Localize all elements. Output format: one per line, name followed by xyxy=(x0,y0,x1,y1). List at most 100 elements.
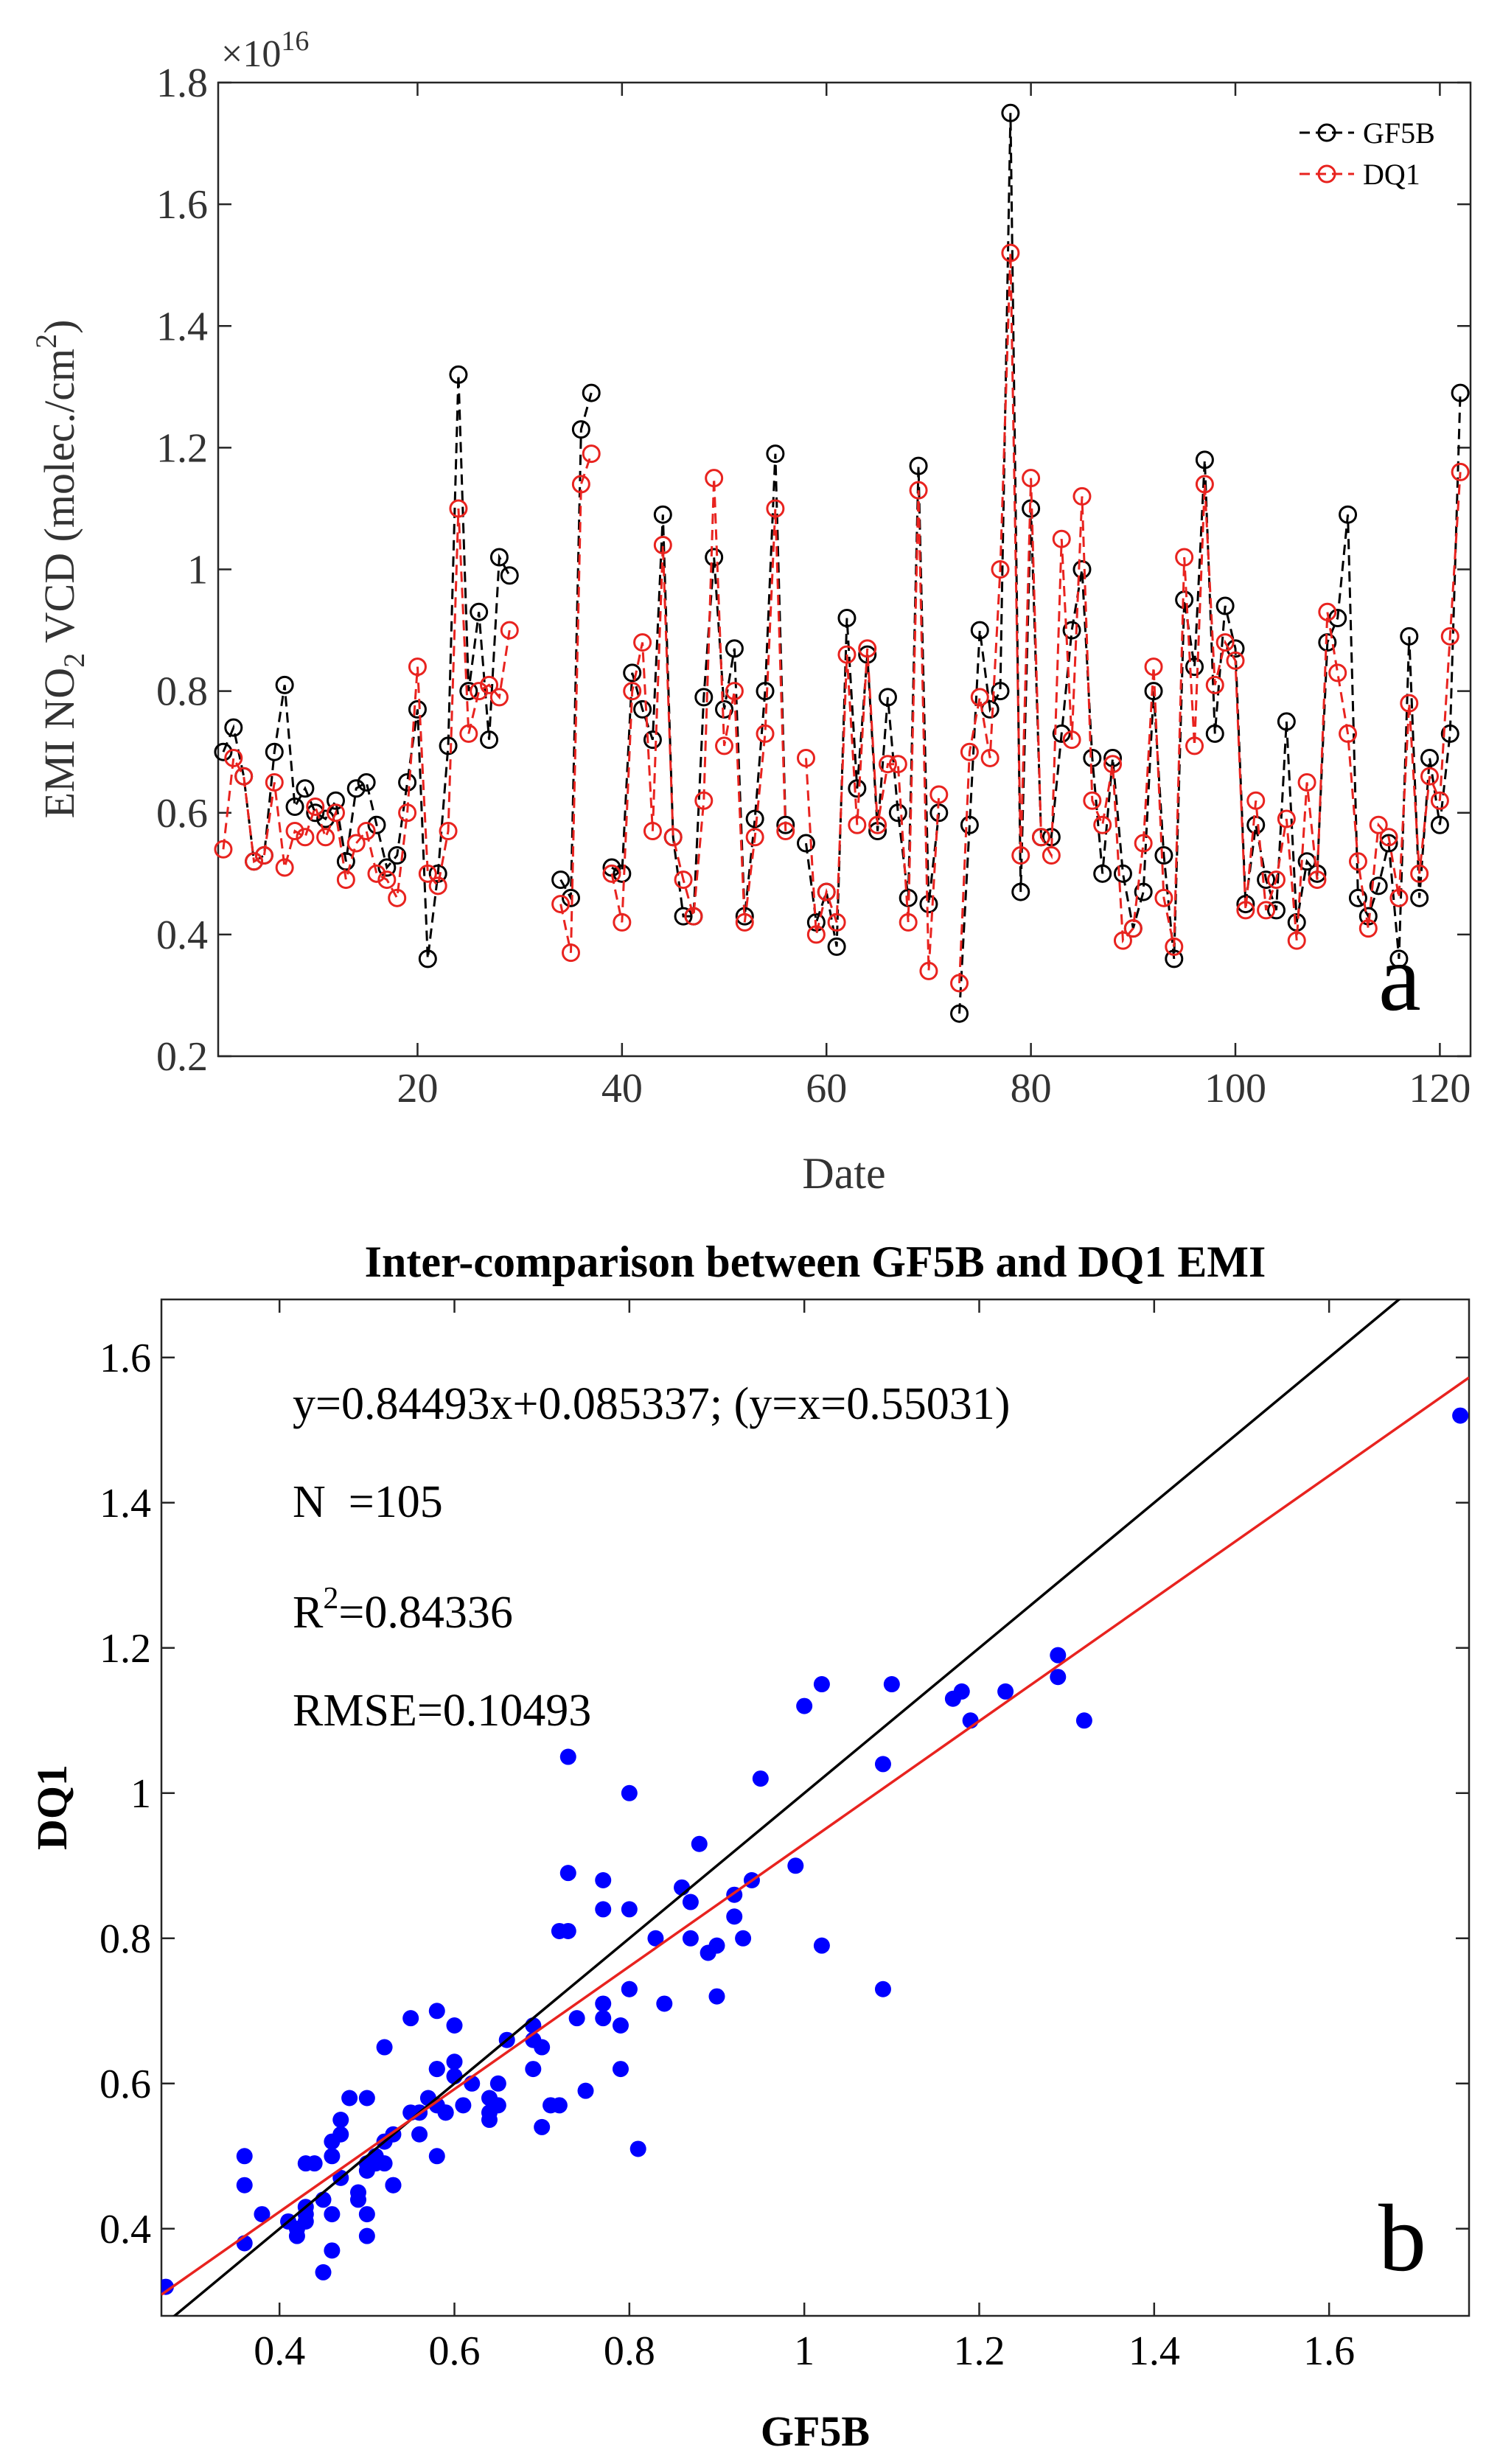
data-point xyxy=(1011,882,1030,901)
scatter-point xyxy=(236,2177,253,2193)
data-point xyxy=(428,876,447,896)
data-point xyxy=(1430,791,1449,810)
data-point xyxy=(1257,901,1276,920)
data-point xyxy=(398,772,417,792)
data-point xyxy=(1113,864,1132,883)
data-point xyxy=(899,888,918,907)
data-point xyxy=(285,822,304,841)
data-point xyxy=(377,858,397,877)
data-point xyxy=(275,675,294,694)
data-point xyxy=(960,815,979,834)
data-point xyxy=(561,888,580,907)
data-point xyxy=(1410,864,1429,883)
data-point xyxy=(480,675,499,694)
data-point xyxy=(725,639,744,658)
data-point xyxy=(1134,882,1153,901)
data-point xyxy=(1297,772,1316,792)
data-point xyxy=(408,657,427,677)
scatter-point xyxy=(997,1683,1014,1700)
data-point xyxy=(623,682,642,701)
data-point xyxy=(1430,815,1449,834)
data-point xyxy=(848,815,867,834)
data-point xyxy=(1031,828,1050,847)
scatter-point xyxy=(1050,1647,1067,1664)
data-point xyxy=(663,828,683,847)
data-point xyxy=(296,828,315,847)
x-tick-label: 1.6 xyxy=(1303,2328,1355,2374)
data-point xyxy=(1185,657,1204,677)
data-point xyxy=(1348,852,1367,871)
scatter-point xyxy=(656,1995,673,2012)
data-point xyxy=(357,772,376,792)
x-tick-label: 20 xyxy=(397,1066,438,1111)
data-point xyxy=(439,736,458,755)
data-point xyxy=(633,633,652,652)
data-point xyxy=(388,846,407,865)
data-point xyxy=(991,682,1010,701)
data-point xyxy=(346,834,366,853)
data-point xyxy=(1400,694,1419,713)
data-point xyxy=(571,475,590,494)
y-tick-label: 1.4 xyxy=(100,1481,151,1526)
data-point xyxy=(398,803,417,823)
data-point xyxy=(653,535,672,554)
data-point xyxy=(306,797,325,816)
data-point xyxy=(796,834,815,853)
data-point xyxy=(245,852,264,871)
scatter-point xyxy=(883,1676,900,1693)
legend-label: GF5B xyxy=(1363,116,1435,150)
scatter-point xyxy=(446,2017,463,2034)
data-point xyxy=(1420,748,1440,767)
scatter-point xyxy=(306,2155,323,2172)
data-point xyxy=(919,961,938,980)
data-point xyxy=(745,828,764,847)
data-point xyxy=(489,688,509,707)
fit-equation: y=0.84493x+0.085337; (y=x=0.55031) xyxy=(293,1379,1010,1429)
data-point xyxy=(1379,834,1398,853)
data-point xyxy=(1318,602,1337,621)
legend-marker xyxy=(1317,123,1336,142)
y-tick-label: 0.6 xyxy=(100,2062,151,2107)
scatter-point xyxy=(577,2082,594,2099)
data-point xyxy=(756,724,775,743)
y-tick-label: 1.6 xyxy=(100,1336,151,1381)
data-point xyxy=(500,566,519,585)
r-squared: R2=0.84336 xyxy=(293,1582,513,1638)
data-point xyxy=(643,822,662,841)
scatter-point xyxy=(428,2148,445,2165)
data-point xyxy=(1277,712,1296,731)
data-point xyxy=(285,797,304,816)
data-point xyxy=(970,621,989,640)
data-point xyxy=(868,815,887,834)
data-point xyxy=(449,499,468,518)
scatter-point xyxy=(787,1857,804,1874)
scatter-point xyxy=(708,1988,725,2005)
data-point xyxy=(1339,505,1358,524)
y-tick-label: 0.8 xyxy=(156,669,208,715)
data-point xyxy=(878,755,897,774)
data-point xyxy=(1083,791,1102,810)
data-point xyxy=(1287,931,1306,950)
data-point xyxy=(602,864,621,883)
data-point xyxy=(489,548,509,567)
data-point xyxy=(827,937,846,956)
y-tick-label: 1.6 xyxy=(156,182,208,228)
x-tick-label: 1.2 xyxy=(953,2328,1005,2374)
data-point xyxy=(1328,663,1347,683)
data-point xyxy=(1072,486,1092,506)
data-point xyxy=(1134,834,1153,853)
scatter-point xyxy=(559,1865,576,1882)
scatter-point xyxy=(874,1980,891,1997)
y-tick-label: 1.4 xyxy=(156,304,208,349)
scatter-point xyxy=(691,1835,708,1852)
data-point xyxy=(1123,919,1143,938)
data-point xyxy=(909,481,928,500)
data-point xyxy=(1052,724,1071,743)
y-tick-label: 1 xyxy=(187,548,208,593)
regression-line xyxy=(172,1299,1401,2316)
scatter-point xyxy=(402,2010,419,2027)
scatter-point xyxy=(682,1930,699,1947)
scatter-point xyxy=(559,1922,576,1939)
data-point xyxy=(1215,633,1235,652)
data-point xyxy=(878,688,897,707)
